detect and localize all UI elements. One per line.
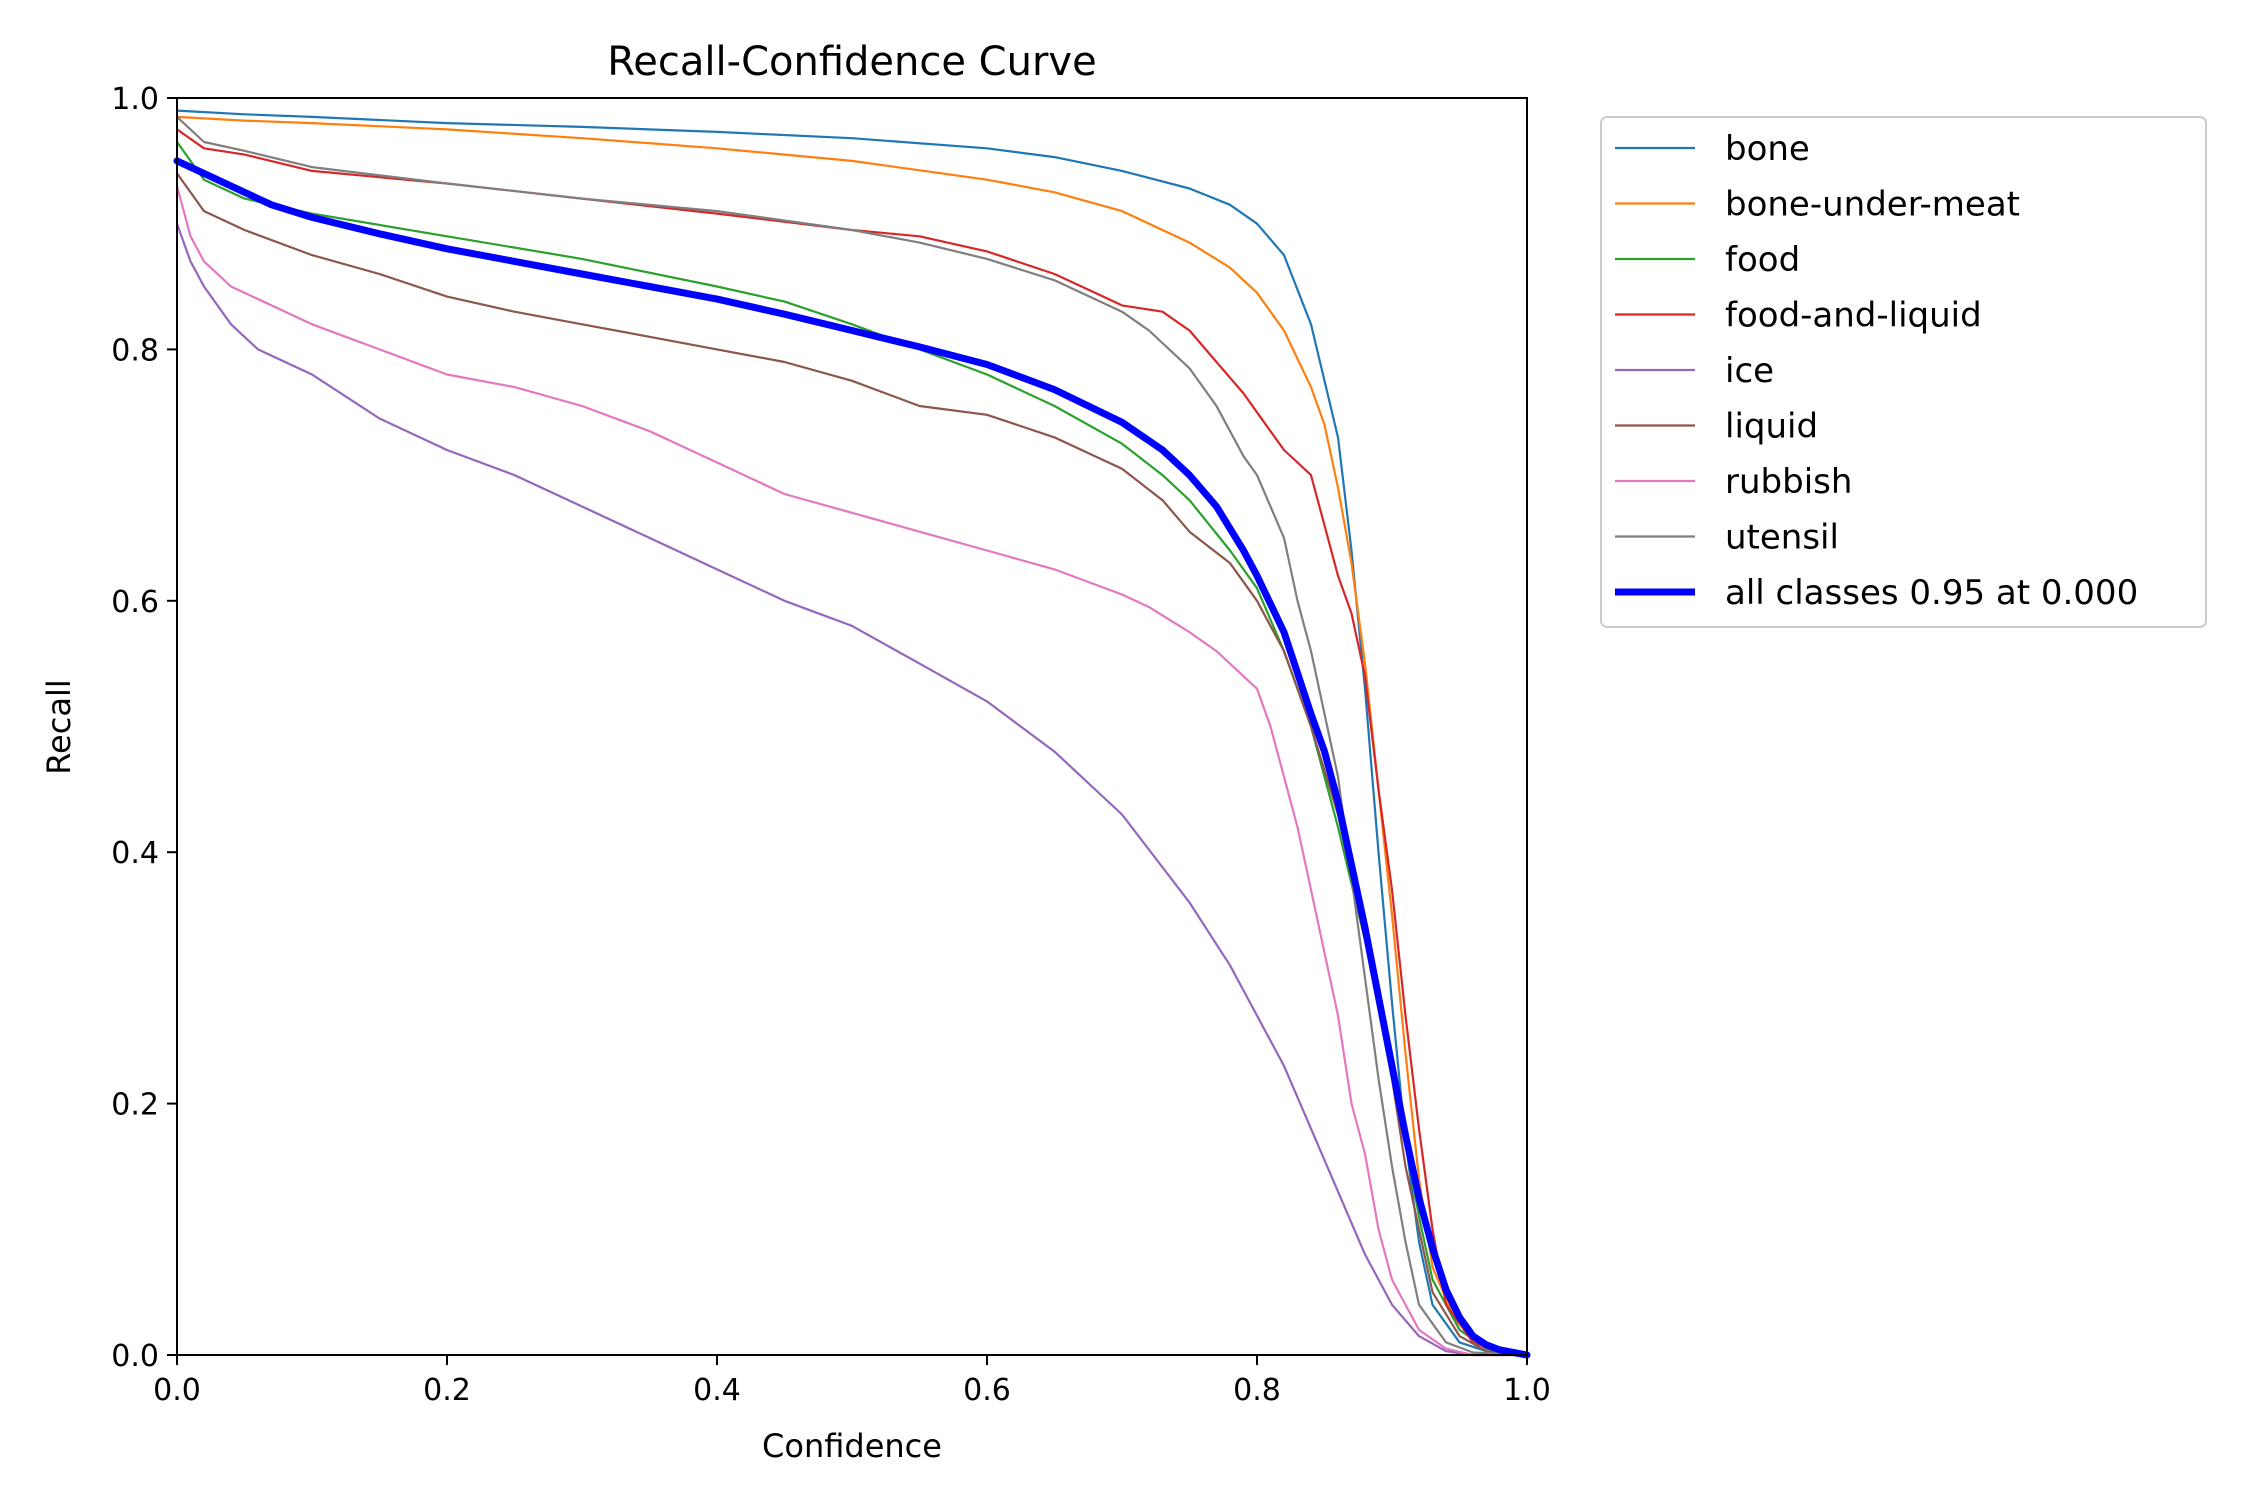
x-axis-label: Confidence <box>762 1427 942 1465</box>
x-tick-label: 0.4 <box>693 1373 741 1408</box>
x-tick-label: 1.0 <box>1503 1373 1551 1408</box>
series-layer <box>173 109 1531 1359</box>
legend-label: ice <box>1725 351 1774 391</box>
series-line-bone-under-meat <box>175 115 1529 1357</box>
y-tick-label: 1.0 <box>111 82 159 117</box>
x-tick-label: 0.2 <box>423 1373 471 1408</box>
legend-label: food-and-liquid <box>1725 296 1982 336</box>
series-line-bone <box>175 109 1529 1357</box>
legend-label: all classes 0.95 at 0.000 <box>1725 573 2138 613</box>
y-tick-label: 0.4 <box>111 836 159 871</box>
y-axis-label: Recall <box>40 679 78 774</box>
x-tick-label: 0.8 <box>1233 1373 1281 1408</box>
y-tick-label: 0.6 <box>111 585 159 620</box>
x-tick-label: 0.0 <box>153 1373 201 1408</box>
series-line-liquid <box>175 172 1529 1357</box>
series-line-food-and-liquid <box>175 128 1529 1357</box>
series-line-all-classes-0-95-at-0-000 <box>173 157 1531 1359</box>
y-tick-label: 0.2 <box>111 1088 159 1123</box>
legend: bone bone-under-meat food food-and-liquid ic… <box>1600 116 2207 628</box>
chart-title: Recall-Confidence Curve <box>607 39 1096 85</box>
y-axis: 0.0 0.2 0.4 0.6 0.8 1.0 <box>111 82 177 1374</box>
y-tick-label: 0.8 <box>111 333 159 368</box>
x-axis: 0.0 0.2 0.4 0.6 0.8 1.0 <box>153 1355 1551 1408</box>
legend-label: liquid <box>1725 407 1818 447</box>
legend-frame <box>1600 116 2207 628</box>
series-line-utensil <box>175 115 1529 1357</box>
legend-label: food <box>1725 240 1800 280</box>
legend-label: utensil <box>1725 518 1839 558</box>
y-tick-label: 0.0 <box>111 1339 159 1374</box>
plot-frame <box>176 97 1528 1356</box>
legend-label: bone <box>1725 129 1810 169</box>
legend-label: rubbish <box>1725 462 1852 502</box>
series-line-ice <box>175 222 1529 1357</box>
legend-label: bone-under-meat <box>1725 185 2020 225</box>
x-tick-label: 0.6 <box>963 1373 1011 1408</box>
series-line-rubbish <box>175 184 1529 1357</box>
